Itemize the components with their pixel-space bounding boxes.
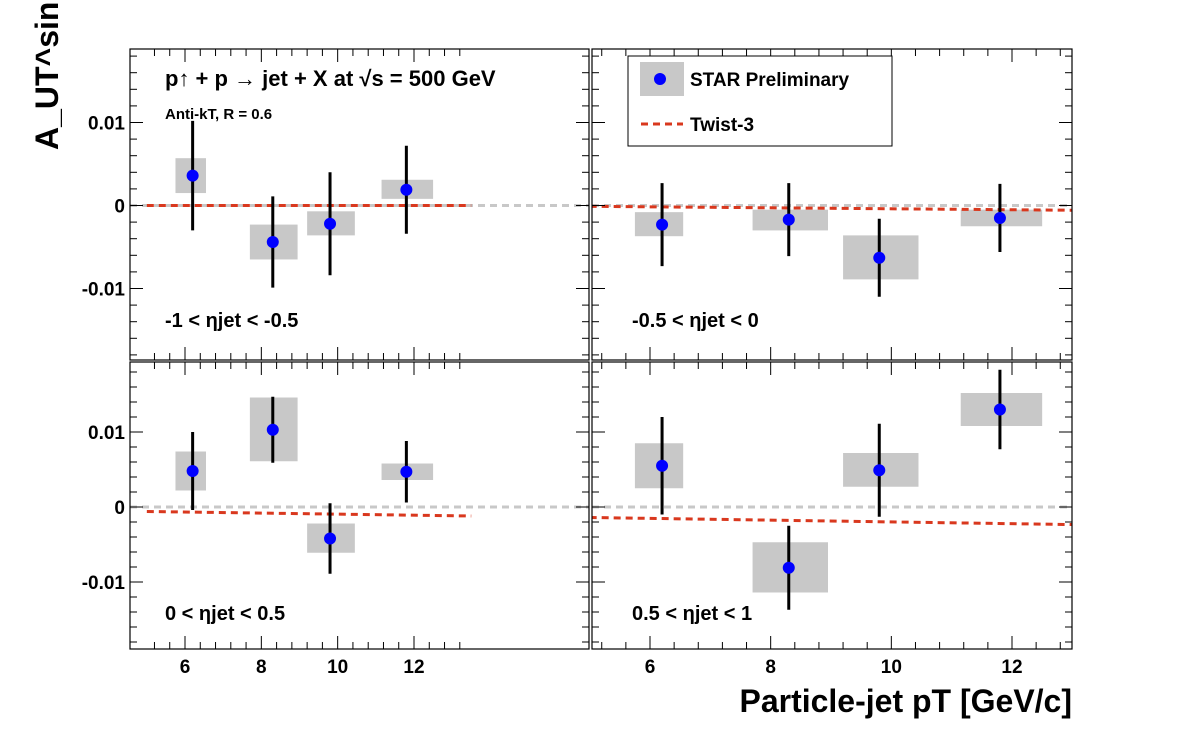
panel-3: 0.01 0 -0.01 6 8 10 12 0 < ηjet < 0.5	[82, 361, 590, 678]
chart-title: p↑ + p → jet + X at √s = 500 GeV	[165, 66, 496, 91]
eta-range-label: 0 < ηjet < 0.5	[165, 603, 285, 625]
y-axis-title: A_UT^sin(φS)	[29, 0, 65, 150]
data-point	[656, 218, 669, 231]
legend-entry-data: STAR Preliminary	[690, 70, 850, 91]
x-tick-label: 10	[327, 657, 348, 678]
panel-frame	[591, 361, 1073, 650]
data-point	[186, 465, 199, 477]
panels-group: 0.01 0 -0.01 -1 < ηjet < -0.5 -0.5 < ηjet < …	[82, 48, 1073, 678]
x-tick-label: 6	[645, 657, 656, 678]
data-point	[400, 183, 413, 196]
legend-data-marker	[654, 73, 666, 85]
data-point	[993, 403, 1006, 416]
eta-range-label: -1 < ηjet < -0.5	[165, 310, 298, 332]
panel-frame	[591, 48, 1073, 361]
data-point	[266, 423, 279, 436]
data-point	[400, 465, 413, 478]
y-tick-label: 0.01	[88, 114, 125, 135]
x-tick-label: 8	[765, 657, 776, 678]
data-point	[873, 251, 886, 264]
twist3-line	[592, 204, 1072, 212]
y-tick-label: 0	[114, 197, 125, 218]
panel-2: -0.5 < ηjet < 0	[591, 48, 1073, 361]
panel-plot-area	[130, 396, 589, 574]
legend: STAR Preliminary Twist-3	[627, 55, 893, 147]
data-point	[782, 213, 795, 226]
eta-range-label: 0.5 < ηjet < 1	[632, 603, 752, 625]
eta-range-label: -0.5 < ηjet < 0	[632, 310, 759, 332]
twist3-line	[146, 510, 472, 518]
panel-plot-area	[130, 120, 589, 288]
data-point	[324, 532, 337, 545]
y-tick-label: -0.01	[82, 280, 126, 301]
x-tick-label: 10	[881, 657, 902, 678]
panel-frame	[129, 361, 590, 650]
y-tick-label: 0	[114, 498, 125, 519]
y-tick-label: 0.01	[88, 423, 125, 444]
legend-entry-theory: Twist-3	[690, 115, 754, 136]
panel-1: 0.01 0 -0.01 -1 < ηjet < -0.5	[82, 48, 590, 361]
x-tick-label: 6	[180, 657, 191, 678]
panel-frame	[129, 48, 590, 361]
data-point	[873, 464, 886, 477]
twist3-line	[592, 516, 1072, 527]
x-axis-title: Particle-jet pT [GeV/c]	[739, 683, 1072, 719]
data-point	[266, 236, 279, 249]
x-tick-label: 12	[403, 657, 424, 678]
y-tick-label: -0.01	[82, 573, 126, 594]
x-tick-label: 8	[256, 657, 267, 678]
chart-subtitle: Anti-kT, R = 0.6	[165, 106, 272, 123]
data-point	[324, 217, 337, 230]
data-point	[782, 561, 795, 574]
panel-plot-area	[592, 183, 1072, 297]
data-point	[993, 211, 1006, 224]
panel-4: 6 8 10 12 0.5 < ηjet < 1	[591, 361, 1073, 678]
data-point	[186, 169, 199, 182]
panel-plot-area	[592, 369, 1072, 610]
data-point	[656, 459, 669, 472]
x-tick-label: 12	[1001, 657, 1022, 678]
